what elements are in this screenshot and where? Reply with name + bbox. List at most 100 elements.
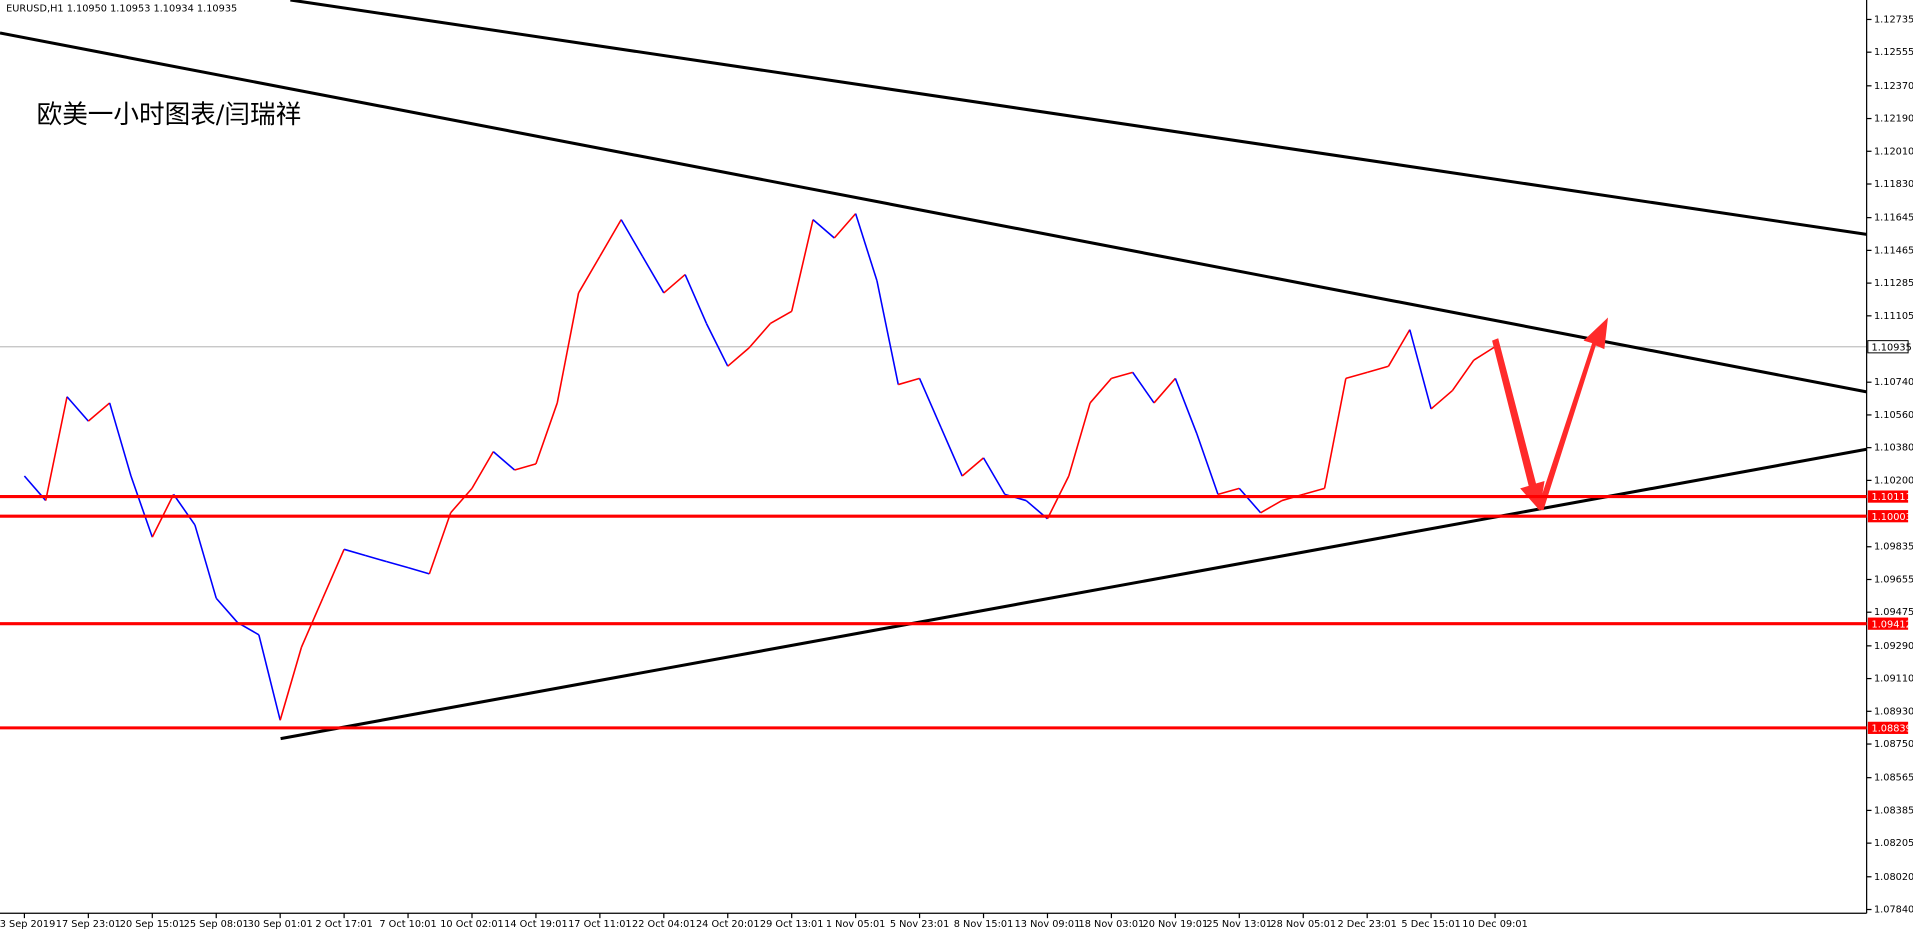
level-label: 1.10003 [1872, 512, 1912, 523]
x-tick-label: 7 Oct 10:01 [379, 919, 436, 930]
price-segment [322, 548, 345, 599]
price-segment [1111, 371, 1133, 380]
price-segment [1068, 402, 1091, 477]
x-tick-label: 25 Nov 13:01 [1206, 919, 1272, 930]
axis-layer: 1.12735 1.12555 1.12370 1.12190 1.12010 1.118… [0, 14, 1913, 930]
price-segment [1195, 433, 1219, 495]
price-segment [1303, 487, 1325, 496]
level-label: 1.08839 [1872, 723, 1912, 734]
level-box [1867, 510, 1909, 523]
price-segment [1153, 377, 1176, 404]
level-label: 1.10111 [1872, 492, 1912, 503]
price-segment [1132, 371, 1155, 404]
price-segment [130, 475, 154, 538]
y-tick-label: 1.09110 [1874, 674, 1913, 685]
x-tick-label: 29 Oct 13:01 [760, 919, 824, 930]
y-tick-label: 1.10380 [1874, 443, 1913, 454]
x-tick-label: 2 Dec 23:01 [1337, 919, 1396, 930]
x-tick-label: 10 Oct 02:01 [440, 919, 504, 930]
x-tick-label: 20 Nov 19:01 [1142, 919, 1208, 930]
x-tick-label: 17 Sep 23:01 [56, 919, 121, 930]
x-tick-label: 24 Oct 20:01 [696, 919, 760, 930]
bid-label: 1.10935 [1872, 342, 1912, 353]
x-tick-label: 17 Oct 11:01 [568, 919, 632, 930]
x-tick-label: 1 Nov 05:01 [826, 919, 886, 930]
price-segment [684, 274, 708, 324]
y-tick-label: 1.09475 [1874, 607, 1913, 618]
x-tick-label: 8 Nov 15:01 [954, 919, 1014, 930]
price-segment [1217, 487, 1240, 496]
y-tick-label: 1.09835 [1874, 542, 1913, 553]
price-segment [641, 255, 665, 294]
x-tick-label: 5 Nov 23:01 [890, 919, 950, 930]
x-tick-label: 20 Sep 15:01 [120, 919, 185, 930]
price-segment [1089, 377, 1113, 404]
price-segment [66, 396, 89, 422]
price-segment [705, 323, 729, 367]
y-tick-label: 1.11645 [1874, 213, 1913, 224]
price-segment [812, 219, 835, 239]
price-layer [23, 213, 1496, 721]
price-segment [365, 554, 387, 563]
y-tick-label: 1.08750 [1874, 739, 1913, 750]
price-segment [599, 219, 622, 257]
y-tick-label: 1.08565 [1874, 773, 1913, 784]
y-tick-label: 1.08385 [1874, 805, 1913, 816]
x-tick-label: 13 Sep 2019 [0, 919, 55, 930]
price-segment [279, 646, 303, 721]
bid-box [1867, 340, 1909, 354]
price-segment [1366, 365, 1389, 374]
price-segment [748, 322, 771, 349]
price-segment [215, 597, 239, 624]
arrow-up [1537, 317, 1608, 511]
y-tick-label: 1.11465 [1874, 245, 1913, 256]
x-tick-label: 14 Oct 19:01 [504, 919, 568, 930]
price-segment [982, 457, 1006, 495]
level-box [1867, 490, 1909, 503]
price-segment [450, 487, 473, 514]
arrow-down [1492, 338, 1545, 511]
price-segment [386, 560, 409, 569]
price-segment [663, 273, 686, 294]
y-tick-label: 1.10740 [1874, 377, 1913, 388]
y-tick-label: 1.11285 [1874, 278, 1913, 289]
y-tick-label: 1.08930 [1874, 706, 1913, 717]
price-segment [1238, 487, 1262, 514]
y-tick-label: 1.09655 [1874, 574, 1913, 585]
price-segment [44, 396, 68, 501]
price-segment [1473, 346, 1496, 361]
level-box [1867, 617, 1909, 630]
trend-line [0, 31, 1867, 394]
level-box [1867, 721, 1909, 734]
price-segment [258, 634, 281, 721]
x-tick-label: 30 Sep 01:01 [248, 919, 313, 930]
price-segment [194, 524, 217, 599]
price-segment [620, 219, 644, 257]
x-tick-label: 25 Sep 08:01 [184, 919, 249, 930]
annotation: 欧美一小时图表/闫瑞祥 [37, 100, 302, 130]
y-tick-label: 1.10200 [1874, 475, 1913, 486]
price-segment [1174, 378, 1198, 434]
price-segment [854, 213, 878, 281]
x-tick-label: 28 Nov 05:01 [1270, 919, 1336, 930]
x-tick-label: 13 Nov 09:01 [1015, 919, 1081, 930]
price-segment [1430, 389, 1453, 410]
y-tick-label: 1.12010 [1874, 146, 1913, 157]
price-segment [961, 457, 985, 477]
price-segment [876, 280, 900, 385]
price-segment [790, 219, 814, 312]
y-tick-label: 1.07840 [1874, 905, 1913, 916]
price-segment [1323, 378, 1347, 489]
price-segment [343, 548, 366, 557]
price-segment [1387, 329, 1411, 367]
x-tick-label: 10 Dec 09:01 [1462, 919, 1528, 930]
price-segment [1451, 359, 1475, 392]
arrows [1492, 317, 1608, 511]
price-segment [471, 451, 494, 489]
price-segment [918, 378, 942, 428]
level-label: 1.09412 [1872, 619, 1912, 630]
y-tick-label: 1.11830 [1874, 179, 1913, 190]
x-tick-label: 5 Dec 15:01 [1401, 919, 1460, 930]
